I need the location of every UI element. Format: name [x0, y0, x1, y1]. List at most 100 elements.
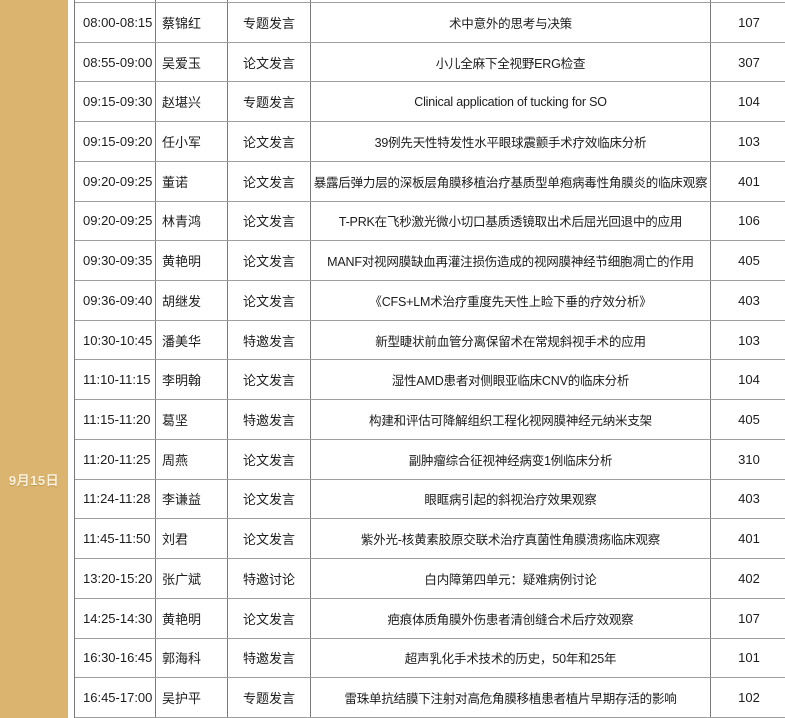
presentation-type: 专题发言 [228, 678, 311, 717]
presentation-type: 论文发言 [228, 281, 311, 320]
room-number: 401 [738, 531, 760, 547]
schedule-row: 10:30-10:45 潘美华 特邀发言 新型睫状前血管分离保留术在常规斜视手术… [75, 320, 785, 361]
session-time: 11:45-11:50 [75, 519, 156, 559]
presentation-type: 论文发言 [228, 439, 311, 479]
top-partial-cell [711, 0, 785, 2]
schedule-row: 11:24-11:28 李谦益 论文发言 眼眶病引起的斜视治疗效果观察 403 [75, 479, 785, 520]
top-partial-cell [156, 0, 228, 2]
schedule-row: 14:25-14:30 黄艳明 论文发言 疤痕体质角膜外伤患者清创缝合术后疗效观… [75, 598, 785, 639]
speaker-name: 李明翰 [156, 360, 228, 400]
session-time: 11:10-11:15 [75, 360, 156, 400]
session-title: 白内障第四单元：疑难病例讨论 [311, 559, 711, 598]
room-number: 403 [738, 491, 760, 507]
session-time: 09:15-09:20 [75, 122, 156, 161]
session-title: 眼眶病引起的斜视治疗效果观察 [311, 479, 711, 519]
presentation-type: 特邀发言 [228, 638, 311, 678]
room-number: 103 [738, 134, 760, 150]
top-partial-row [75, 0, 785, 3]
session-title: Clinical application of tucking for SO [311, 82, 711, 122]
room-number: 405 [738, 253, 760, 269]
presentation-type: 论文发言 [228, 598, 311, 638]
speaker-name: 黄艳明 [156, 598, 228, 638]
presentation-type: 特邀讨论 [228, 559, 311, 598]
session-time: 11:15-11:20 [75, 400, 156, 439]
speaker-name: 潘美华 [156, 320, 228, 360]
presentation-type: 特邀发言 [228, 400, 311, 439]
speaker-name: 胡继发 [156, 281, 228, 320]
schedule-row: 08:55-09:00 吴爱玉 论文发言 小儿全麻下全视野ERG检查 307 [75, 42, 785, 83]
speaker-name: 任小军 [156, 122, 228, 161]
schedule-row: 16:30-16:45 郭海科 特邀发言 超声乳化手术技术的历史，50年和25年… [75, 638, 785, 679]
room-number: 106 [738, 213, 760, 229]
room-number: 401 [738, 173, 760, 189]
schedule-grid: 08:00-08:15 蔡锦红 专题发言 术中意外的思考与决策 107 08:5… [74, 0, 785, 718]
session-title: T-PRK在飞秒激光微小切口基质透镜取出术后屈光回退中的应用 [311, 201, 711, 241]
room-number: 403 [738, 292, 760, 308]
room-number: 310 [738, 451, 760, 467]
speaker-name: 刘君 [156, 519, 228, 559]
schedule-row: 09:20-09:25 董诺 论文发言 暴露后弹力层的深板层角膜移植治疗基质型单… [75, 161, 785, 202]
session-title: 《CFS+LM术治疗重度先天性上睑下垂的疗效分析》 [311, 281, 711, 320]
session-time: 09:20-09:25 [75, 201, 156, 241]
schedule-row: 11:10-11:15 李明翰 论文发言 湿性AMD患者对侧眼亚临床CNV的临床… [75, 360, 785, 401]
schedule-row: 11:15-11:20 葛坚 特邀发言 构建和评估可降解组织工程化视网膜神经元纳… [75, 400, 785, 440]
speaker-name: 郭海科 [156, 638, 228, 678]
room-number: 101 [738, 650, 760, 666]
session-time: 09:20-09:25 [75, 161, 156, 201]
session-title: 暴露后弹力层的深板层角膜移植治疗基质型单疱病毒性角膜炎的临床观察 [311, 161, 711, 201]
speaker-name: 董诺 [156, 161, 228, 201]
session-title: 紫外光-核黄素胶原交联术治疗真菌性角膜溃疡临床观察 [311, 519, 711, 559]
top-partial-cell [311, 0, 711, 2]
room-number: 104 [738, 372, 760, 388]
room-number: 405 [738, 412, 760, 428]
session-time: 11:24-11:28 [75, 479, 156, 519]
room-number: 307 [738, 54, 760, 70]
top-partial-cell [228, 0, 311, 2]
date-column: 9月15日 [0, 0, 68, 718]
session-title: 疤痕体质角膜外伤患者清创缝合术后疗效观察 [311, 598, 711, 638]
session-title: 39例先天性特发性水平眼球震颤手术疗效临床分析 [311, 122, 711, 161]
session-title: 雷珠单抗结膜下注射对高危角膜移植患者植片早期存活的影响 [311, 678, 711, 717]
session-title: 湿性AMD患者对侧眼亚临床CNV的临床分析 [311, 360, 711, 400]
presentation-type: 专题发言 [228, 3, 311, 42]
presentation-type: 特邀发言 [228, 320, 311, 360]
schedule-row: 11:45-11:50 刘君 论文发言 紫外光-核黄素胶原交联术治疗真菌性角膜溃… [75, 519, 785, 560]
presentation-type: 论文发言 [228, 360, 311, 400]
session-time: 09:15-09:30 [75, 82, 156, 122]
speaker-name: 赵堪兴 [156, 82, 228, 122]
speaker-name: 林青鸿 [156, 201, 228, 241]
session-time: 13:20-15:20 [75, 559, 156, 598]
speaker-name: 李谦益 [156, 479, 228, 519]
room-number: 103 [738, 332, 760, 348]
session-title: 构建和评估可降解组织工程化视网膜神经元纳米支架 [311, 400, 711, 439]
presentation-type: 论文发言 [228, 201, 311, 241]
presentation-type: 论文发言 [228, 241, 311, 281]
session-title: 超声乳化手术技术的历史，50年和25年 [311, 638, 711, 678]
room-number: 102 [738, 690, 760, 706]
session-time: 09:36-09:40 [75, 281, 156, 320]
presentation-type: 论文发言 [228, 479, 311, 519]
session-time: 08:55-09:00 [75, 42, 156, 82]
top-partial-cell [75, 0, 156, 2]
session-time: 16:30-16:45 [75, 638, 156, 678]
room-number: 107 [738, 610, 760, 626]
schedule-row: 09:15-09:20 任小军 论文发言 39例先天性特发性水平眼球震颤手术疗效… [75, 122, 785, 162]
schedule-row: 09:20-09:25 林青鸿 论文发言 T-PRK在飞秒激光微小切口基质透镜取… [75, 201, 785, 242]
session-time: 08:00-08:15 [75, 3, 156, 42]
schedule-row: 09:30-09:35 黄艳明 论文发言 MANF对视网膜缺血再灌注损伤造成的视… [75, 241, 785, 282]
room-number: 107 [738, 14, 760, 30]
presentation-type: 论文发言 [228, 42, 311, 82]
session-time: 10:30-10:45 [75, 320, 156, 360]
speaker-name: 吴护平 [156, 678, 228, 717]
session-time: 11:20-11:25 [75, 439, 156, 479]
session-time: 14:25-14:30 [75, 598, 156, 638]
speaker-name: 葛坚 [156, 400, 228, 439]
schedule-row: 08:00-08:15 蔡锦红 专题发言 术中意外的思考与决策 107 [75, 3, 785, 43]
session-title: 副肿瘤综合征视神经病变1例临床分析 [311, 439, 711, 479]
speaker-name: 黄艳明 [156, 241, 228, 281]
speaker-name: 张广斌 [156, 559, 228, 598]
session-title: 术中意外的思考与决策 [311, 3, 711, 42]
speaker-name: 周燕 [156, 439, 228, 479]
speaker-name: 蔡锦红 [156, 3, 228, 42]
schedule-row: 16:45-17:00 吴护平 专题发言 雷珠单抗结膜下注射对高危角膜移植患者植… [75, 678, 785, 718]
